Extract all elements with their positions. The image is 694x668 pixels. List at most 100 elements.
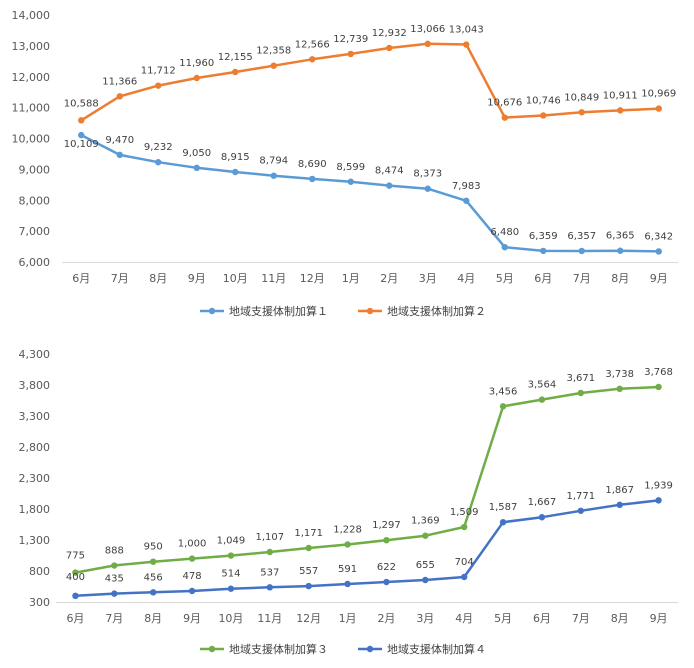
data-label: 8,599 xyxy=(336,162,365,173)
data-point xyxy=(309,175,316,183)
y-tick-label: 800 xyxy=(29,565,50,578)
x-tick-label: 12月 xyxy=(300,272,325,285)
y-tick-label: 1,800 xyxy=(19,503,51,516)
x-tick-label: 4月 xyxy=(457,272,475,285)
series-line xyxy=(75,499,659,598)
data-point xyxy=(538,514,546,521)
data-label: 6,342 xyxy=(644,231,673,242)
data-point xyxy=(501,114,508,121)
y-tick-label: 2,300 xyxy=(19,472,51,485)
data-point xyxy=(188,555,196,562)
x-tick-label: 8月 xyxy=(144,612,162,625)
x-tick-label: 6月 xyxy=(534,272,552,285)
data-point xyxy=(577,507,585,514)
data-label: 1,369 xyxy=(411,516,440,527)
y-tick-label: 300 xyxy=(29,596,50,609)
data-label: 10,911 xyxy=(603,90,638,101)
data-label: 478 xyxy=(183,571,202,582)
data-point xyxy=(227,552,235,559)
legend-marker xyxy=(366,645,374,653)
data-label: 591 xyxy=(338,564,357,575)
data-point xyxy=(193,74,200,82)
data-point xyxy=(617,107,624,114)
data-point xyxy=(383,536,390,544)
x-tick-label: 9月 xyxy=(188,272,206,285)
data-point xyxy=(155,82,162,89)
data-label: 10,588 xyxy=(64,98,99,109)
y-tick-label: 12,000 xyxy=(12,71,51,84)
data-point xyxy=(463,197,470,204)
data-label: 950 xyxy=(144,542,163,553)
data-label: 9,470 xyxy=(105,135,134,146)
data-point xyxy=(460,523,468,531)
data-point xyxy=(232,68,239,76)
x-tick-label: 3月 xyxy=(416,612,434,625)
data-point xyxy=(111,590,118,597)
y-tick-label: 4,300 xyxy=(19,348,51,361)
x-tick-label: 4月 xyxy=(455,612,473,625)
x-tick-label: 2月 xyxy=(380,272,398,285)
x-tick-label: 12月 xyxy=(296,612,321,625)
data-point xyxy=(501,243,508,251)
legend-label: 地域支援体制加算２ xyxy=(387,304,486,318)
data-label: 12,155 xyxy=(218,52,253,63)
y-tick-label: 7,000 xyxy=(19,225,51,238)
data-label: 1,171 xyxy=(294,528,323,539)
data-label: 10,849 xyxy=(564,92,599,103)
data-point xyxy=(111,562,118,569)
x-tick-label: 7月 xyxy=(105,612,123,625)
x-tick-label: 7月 xyxy=(572,612,590,625)
data-point xyxy=(655,105,662,112)
x-tick-label: 9月 xyxy=(183,612,201,625)
data-point xyxy=(149,589,157,596)
data-label: 3,564 xyxy=(528,380,557,391)
x-tick-label: 6月 xyxy=(533,612,551,625)
data-point xyxy=(193,164,200,172)
data-label: 8,915 xyxy=(221,152,250,163)
data-label: 8,474 xyxy=(375,166,404,177)
data-point xyxy=(305,544,312,552)
data-point xyxy=(149,558,157,565)
data-point xyxy=(463,41,470,48)
y-tick-label: 11,000 xyxy=(12,102,51,115)
data-point xyxy=(309,56,316,63)
legend-marker xyxy=(208,307,216,315)
data-label: 11,960 xyxy=(179,58,214,69)
legend-label: 地域支援体制加算４ xyxy=(387,642,486,656)
data-point xyxy=(540,112,547,119)
data-label: 13,066 xyxy=(410,24,445,35)
data-point xyxy=(460,573,468,581)
data-label: 1,587 xyxy=(489,502,518,513)
y-tick-label: 8,000 xyxy=(19,194,51,207)
data-point xyxy=(116,93,123,100)
data-point xyxy=(578,247,585,255)
y-tick-label: 1,300 xyxy=(19,534,51,547)
x-tick-label: 1月 xyxy=(342,272,360,285)
data-point xyxy=(266,548,274,556)
data-point xyxy=(499,403,507,410)
data-point xyxy=(344,541,351,548)
y-tick-label: 13,000 xyxy=(12,40,51,53)
data-point xyxy=(305,582,312,590)
series-line xyxy=(80,133,659,253)
data-point xyxy=(78,131,85,139)
data-point xyxy=(655,497,662,504)
legend-label: 地域支援体制加算３ xyxy=(229,642,328,656)
x-tick-label: 6月 xyxy=(66,612,84,625)
x-tick-label: 7月 xyxy=(573,272,591,285)
x-tick-label: 8月 xyxy=(611,612,629,625)
data-point xyxy=(655,383,662,391)
data-label: 400 xyxy=(66,572,85,583)
data-point xyxy=(232,168,239,176)
data-label: 9,232 xyxy=(144,142,173,153)
data-label: 1,000 xyxy=(178,539,207,550)
data-label: 704 xyxy=(455,557,474,568)
data-label: 6,480 xyxy=(490,227,519,238)
data-point xyxy=(347,50,354,58)
data-label: 622 xyxy=(377,562,396,573)
data-label: 12,932 xyxy=(372,28,407,39)
data-point xyxy=(424,40,431,48)
data-label: 3,768 xyxy=(644,367,673,378)
x-tick-label: 11月 xyxy=(261,272,286,285)
